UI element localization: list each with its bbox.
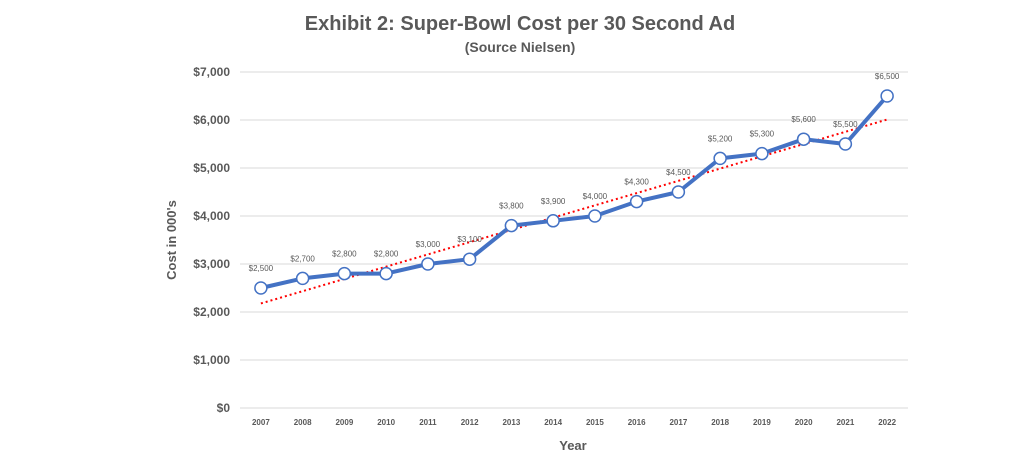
data-point bbox=[295, 271, 310, 286]
y-tick-label: $4,000 bbox=[193, 209, 230, 223]
data-label: $4,300 bbox=[624, 178, 649, 187]
x-tick-label: 2019 bbox=[753, 418, 771, 427]
data-point bbox=[379, 266, 393, 281]
data-point bbox=[671, 185, 686, 199]
x-tick-label: 2013 bbox=[502, 418, 520, 427]
x-tick-label: 2007 bbox=[252, 418, 270, 427]
trendline-layer bbox=[260, 118, 888, 305]
x-axis-label: Year bbox=[559, 438, 586, 453]
y-tick-label: $1,000 bbox=[193, 353, 230, 367]
y-axis-label: Cost in 000's bbox=[164, 200, 179, 280]
data-label: $5,600 bbox=[791, 115, 816, 124]
data-point bbox=[629, 194, 644, 209]
y-tick-label: $2,000 bbox=[193, 305, 230, 319]
series-line bbox=[258, 94, 890, 290]
data-point bbox=[755, 146, 769, 161]
y-tick-label: $3,000 bbox=[193, 257, 230, 271]
x-tick-label: 2016 bbox=[628, 418, 646, 427]
data-point bbox=[504, 218, 519, 233]
data-point bbox=[713, 151, 727, 166]
x-tick-label: 2014 bbox=[544, 418, 562, 427]
chart-subtitle: (Source Nielsen) bbox=[465, 39, 575, 55]
x-tick-label: 2021 bbox=[836, 418, 854, 427]
data-label-layer: $2,500 $2,700 $2,800 $2,800 $3,000 $3,100 $3,8… bbox=[249, 72, 900, 273]
marker-layer bbox=[254, 89, 894, 295]
data-label: $2,800 bbox=[374, 250, 399, 259]
y-tick-label: $5,000 bbox=[193, 161, 230, 175]
data-point bbox=[254, 281, 268, 295]
data-point bbox=[880, 89, 894, 103]
data-label: $2,700 bbox=[290, 254, 315, 263]
x-tick-label: 2010 bbox=[377, 418, 395, 427]
x-tick-label: 2018 bbox=[711, 418, 729, 427]
y-tick-label: $6,000 bbox=[193, 113, 230, 127]
data-label: $6,500 bbox=[875, 72, 900, 81]
x-tick-label: 2020 bbox=[795, 418, 813, 427]
data-label: $4,500 bbox=[666, 168, 691, 177]
x-tick-label: 2022 bbox=[878, 418, 896, 427]
x-tick-label: 2011 bbox=[419, 418, 437, 427]
data-point bbox=[796, 132, 811, 146]
x-axis-ticks: 2007 2008 2009 2010 2011 2012 2013 2014 2015 2016… bbox=[252, 418, 897, 427]
data-point bbox=[337, 266, 352, 281]
data-label: $3,900 bbox=[541, 197, 566, 206]
data-point bbox=[588, 209, 602, 223]
x-tick-label: 2009 bbox=[335, 418, 353, 427]
data-label: $5,300 bbox=[750, 130, 775, 139]
data-label: $3,100 bbox=[457, 235, 482, 244]
y-tick-label: $7,000 bbox=[193, 65, 230, 79]
x-tick-label: 2008 bbox=[294, 418, 312, 427]
x-tick-label: 2015 bbox=[586, 418, 604, 427]
data-label: $2,500 bbox=[249, 264, 274, 273]
data-label: $3,800 bbox=[499, 202, 524, 211]
data-point bbox=[421, 257, 435, 271]
data-label: $2,800 bbox=[332, 250, 357, 259]
data-label: $5,500 bbox=[833, 120, 858, 129]
data-label: $4,000 bbox=[583, 192, 608, 201]
data-point bbox=[838, 137, 853, 151]
series-layer bbox=[258, 94, 890, 290]
data-label: $5,200 bbox=[708, 134, 733, 143]
y-tick-label: $0 bbox=[217, 401, 231, 415]
data-point bbox=[462, 252, 477, 266]
data-point bbox=[546, 214, 560, 228]
x-tick-label: 2017 bbox=[669, 418, 687, 427]
x-tick-label: 2012 bbox=[461, 418, 479, 427]
y-axis-ticks: $0 $1,000 $2,000 $3,000 $4,000 $5,000 $6,000 $7… bbox=[193, 65, 230, 415]
trendline bbox=[260, 118, 888, 305]
chart-title: Exhibit 2: Super-Bowl Cost per 30 Second… bbox=[305, 13, 735, 35]
gridlines bbox=[240, 71, 908, 409]
data-label: $3,000 bbox=[416, 240, 441, 249]
